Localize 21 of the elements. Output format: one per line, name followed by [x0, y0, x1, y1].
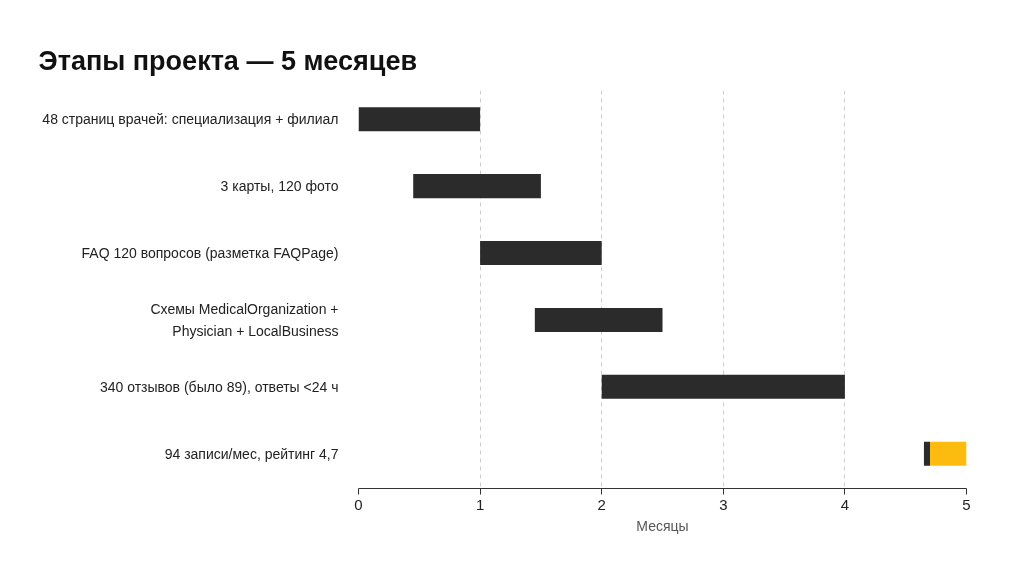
bar	[534, 307, 663, 332]
y-tick-label: 340 отзывов (было 89), ответы <24 ч	[99, 378, 339, 395]
bar	[413, 174, 541, 199]
x-tick-label: 3	[719, 495, 728, 513]
x-tick-label: 4	[840, 495, 850, 513]
bar	[930, 441, 967, 466]
x-axis-title: Месяцы	[636, 517, 689, 534]
x-tick-label: 0	[354, 495, 363, 513]
y-tick-label: 3 карты, 120 фото	[220, 178, 339, 195]
y-tick-label: FAQ 120 вопросов (разметка FAQPage)	[81, 245, 339, 262]
y-tick-label: Схемы MedicalOrganization + Physician + LocalBusiness	[150, 300, 339, 340]
x-tick-label: 1	[475, 495, 485, 513]
chart-title: Этапы проекта — 5 месяцев	[38, 45, 418, 76]
x-tick-label: 2	[597, 495, 606, 513]
x-tick-label: 5	[962, 495, 971, 513]
y-tick-label: 94 записи/мес, рейтинг 4,7	[164, 445, 339, 462]
bar	[358, 107, 481, 132]
bar	[601, 374, 845, 399]
bar	[923, 441, 931, 466]
bar	[480, 241, 602, 266]
y-tick-label: 48 страниц врачей: специализация + филиал	[42, 111, 339, 128]
